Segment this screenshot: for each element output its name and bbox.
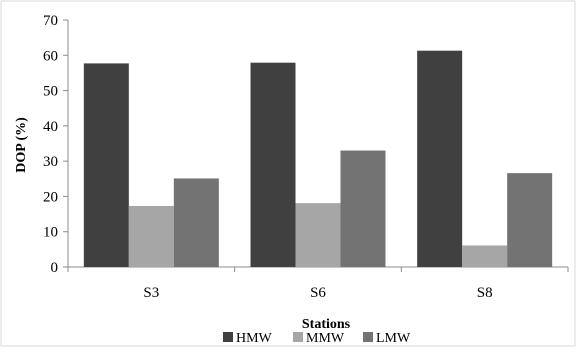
bar-lmw-s3: [173, 178, 219, 267]
bar-mmw-s3: [128, 205, 174, 267]
bar-lmw-s8: [507, 173, 553, 267]
bar-hmw-s8: [417, 50, 463, 267]
plot-area: 0 10 20 30 40 50 60 70 S3 S6 S8: [43, 13, 569, 301]
legend-label-mmw: MMW: [306, 331, 345, 346]
x-category-label: S8: [477, 285, 493, 301]
legend-swatch-mmw: [293, 332, 303, 342]
legend-swatch-hmw: [223, 332, 233, 342]
y-tick-label: 0: [51, 260, 59, 276]
bar-mmw-s6: [295, 203, 341, 267]
bar-hmw-s3: [83, 63, 129, 267]
x-category-label: S3: [143, 285, 159, 301]
legend-label-lmw: LMW: [376, 331, 411, 346]
x-category-label: S6: [310, 285, 326, 301]
bar-mmw-s8: [462, 245, 508, 267]
legend: HMW MMW LMW: [223, 331, 411, 346]
y-tick-label: 40: [43, 119, 58, 135]
y-tick-label: 20: [43, 189, 58, 205]
bar-lmw-s6: [340, 150, 386, 267]
y-tick-label: 70: [43, 13, 58, 29]
y-tick-label: 60: [43, 48, 58, 64]
legend-swatch-lmw: [363, 332, 373, 342]
y-tick-label: 10: [43, 225, 58, 241]
bar-hmw-s6: [250, 62, 296, 268]
legend-label-hmw: HMW: [236, 331, 273, 346]
y-axis-title: DOP (%): [14, 117, 29, 173]
y-tick-label: 30: [43, 154, 58, 170]
y-tick-label: 50: [43, 84, 58, 100]
x-axis-title: Stations: [302, 317, 351, 332]
